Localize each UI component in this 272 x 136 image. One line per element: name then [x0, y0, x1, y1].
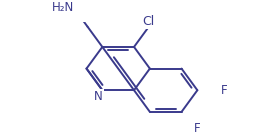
- Text: H₂N: H₂N: [51, 1, 74, 14]
- Text: F: F: [221, 84, 228, 97]
- Text: Cl: Cl: [142, 15, 154, 28]
- Text: N: N: [94, 90, 102, 103]
- Text: F: F: [193, 122, 200, 135]
